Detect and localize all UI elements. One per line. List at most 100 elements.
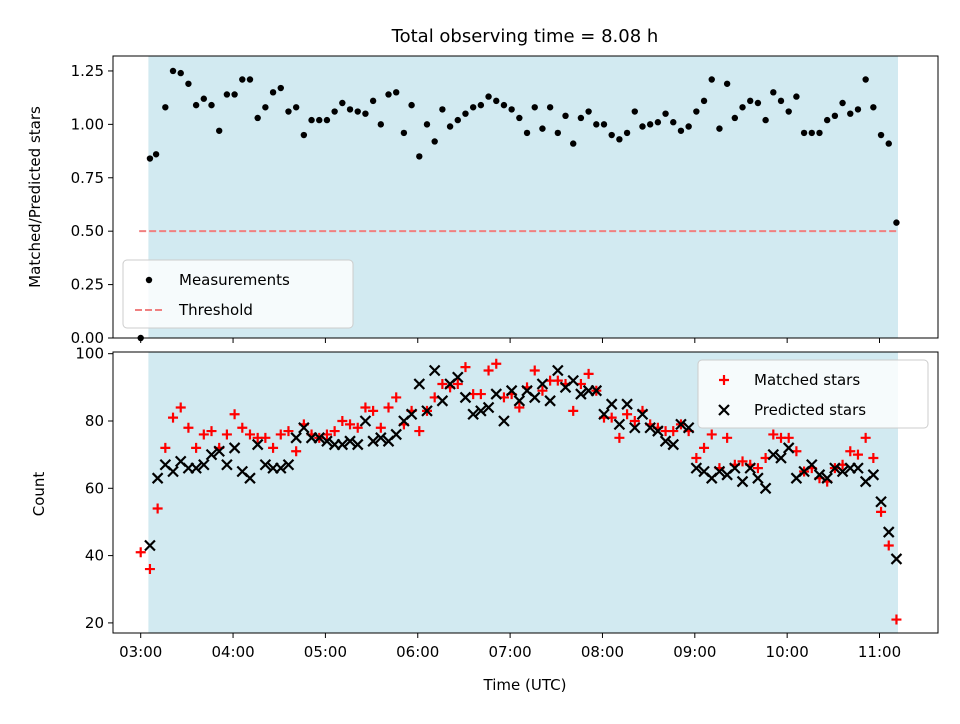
top-y-axis-label: Matched/Predicted stars [26,106,44,288]
matched-stars-point [552,375,563,386]
measurement-point [700,97,708,105]
matched-stars-point [260,432,271,443]
measurement-point [539,125,546,132]
x-tick-label: 09:00 [673,643,716,661]
measurement-point [331,108,338,115]
measurement-point [562,112,569,120]
measurement-point [377,121,385,128]
measurement-point [685,123,692,130]
bottom-y-axis-label: Count [30,472,48,517]
predicted-stars-point [836,465,849,478]
matched-stars-point [229,409,240,420]
measurement-point [446,123,454,130]
matched-stars-point [144,564,155,575]
measurement-point [623,129,631,137]
measurement-point [462,110,469,117]
matched-stars-point [375,422,386,433]
predicted-stars-point [729,462,741,474]
predicted-stars-point [405,408,418,421]
measurement-point [785,108,792,115]
matched-stars-point [883,540,894,551]
measurement-point [239,76,246,83]
measurement-point [893,219,900,226]
legend-label: Matched stars [754,371,860,389]
matched-stars-point [345,419,356,430]
x-tick-label: 05:00 [304,643,347,661]
predicted-stars-point [144,539,156,552]
predicted-stars-point [259,458,272,471]
measurement-point [546,104,554,111]
y-tick-label: 0.50 [71,222,104,240]
measurement-point [608,131,615,139]
measurement-point [146,155,154,162]
x-tick-label: 03:00 [119,643,162,661]
predicted-stars-point [890,553,903,565]
measurement-point [185,80,192,87]
measurement-point [177,69,184,77]
measurement-point [385,91,392,98]
predicted-stars-point [775,452,787,464]
matched-stars-point [614,432,625,443]
matched-stars-point [221,429,232,440]
matched-stars-point [699,442,710,453]
matched-stars-point [529,365,540,376]
legend-label: Predicted stars [754,401,866,419]
predicted-stars-point [198,458,210,471]
x-tick-label: 08:00 [581,643,624,661]
y-tick-label: 1.25 [71,62,104,80]
matched-stars-point [722,432,733,443]
y-tick-label: 20 [85,614,104,632]
measurement-point [762,116,769,124]
predicted-stars-point [852,462,864,474]
predicted-stars-point [336,438,349,451]
matched-stars-point [337,415,348,426]
measurement-point [793,93,800,100]
matched-stars-point [491,358,502,369]
measurement-point [770,89,777,96]
matched-stars-point [291,446,302,457]
predicted-stars-point [451,371,464,384]
predicted-stars-point [659,435,672,447]
predicted-stars-point [467,408,479,421]
figure-title: Total observing time = 8.08 h [391,26,659,47]
legend-cross-marker [718,404,730,416]
measurement-point [747,97,754,105]
predicted-stars-point [298,421,310,434]
matched-stars-point [206,426,217,437]
matched-stars-point [329,426,340,437]
measurement-point [477,101,485,109]
measurement-point [431,138,438,145]
predicted-stars-point [459,391,472,404]
x-tick-label: 04:00 [211,643,254,661]
measurement-point [354,108,361,115]
predicted-stars-point [228,442,241,454]
predicted-stars-point [482,401,495,414]
measurement-point [369,97,377,105]
matched-stars-point [383,402,394,413]
predicted-stars-point [475,405,487,417]
measurement-point [292,104,300,111]
predicted-stars-point [367,435,379,447]
measurement-point [739,104,746,111]
predicted-stars-point [875,495,887,508]
predicted-stars-point [567,374,579,387]
measurement-point [616,136,623,143]
y-tick-label: 0.00 [71,329,104,347]
matched-stars-point [244,429,255,440]
matched-stars-point [191,442,202,453]
measurement-point [246,76,254,83]
legend: Measurements Threshold [122,259,354,329]
predicted-stars-point [290,432,302,444]
predicted-stars-point [251,438,264,451]
measurement-point [300,131,308,139]
matched-stars-point [437,378,448,389]
predicted-stars-point [867,469,880,481]
predicted-stars-point [190,462,202,474]
measurement-point [723,80,731,87]
measurement-point [469,104,477,111]
legend-plus-marker [719,375,729,385]
predicted-stars-point [244,472,256,484]
predicted-stars-point [359,415,372,427]
predicted-stars-point [590,384,603,397]
